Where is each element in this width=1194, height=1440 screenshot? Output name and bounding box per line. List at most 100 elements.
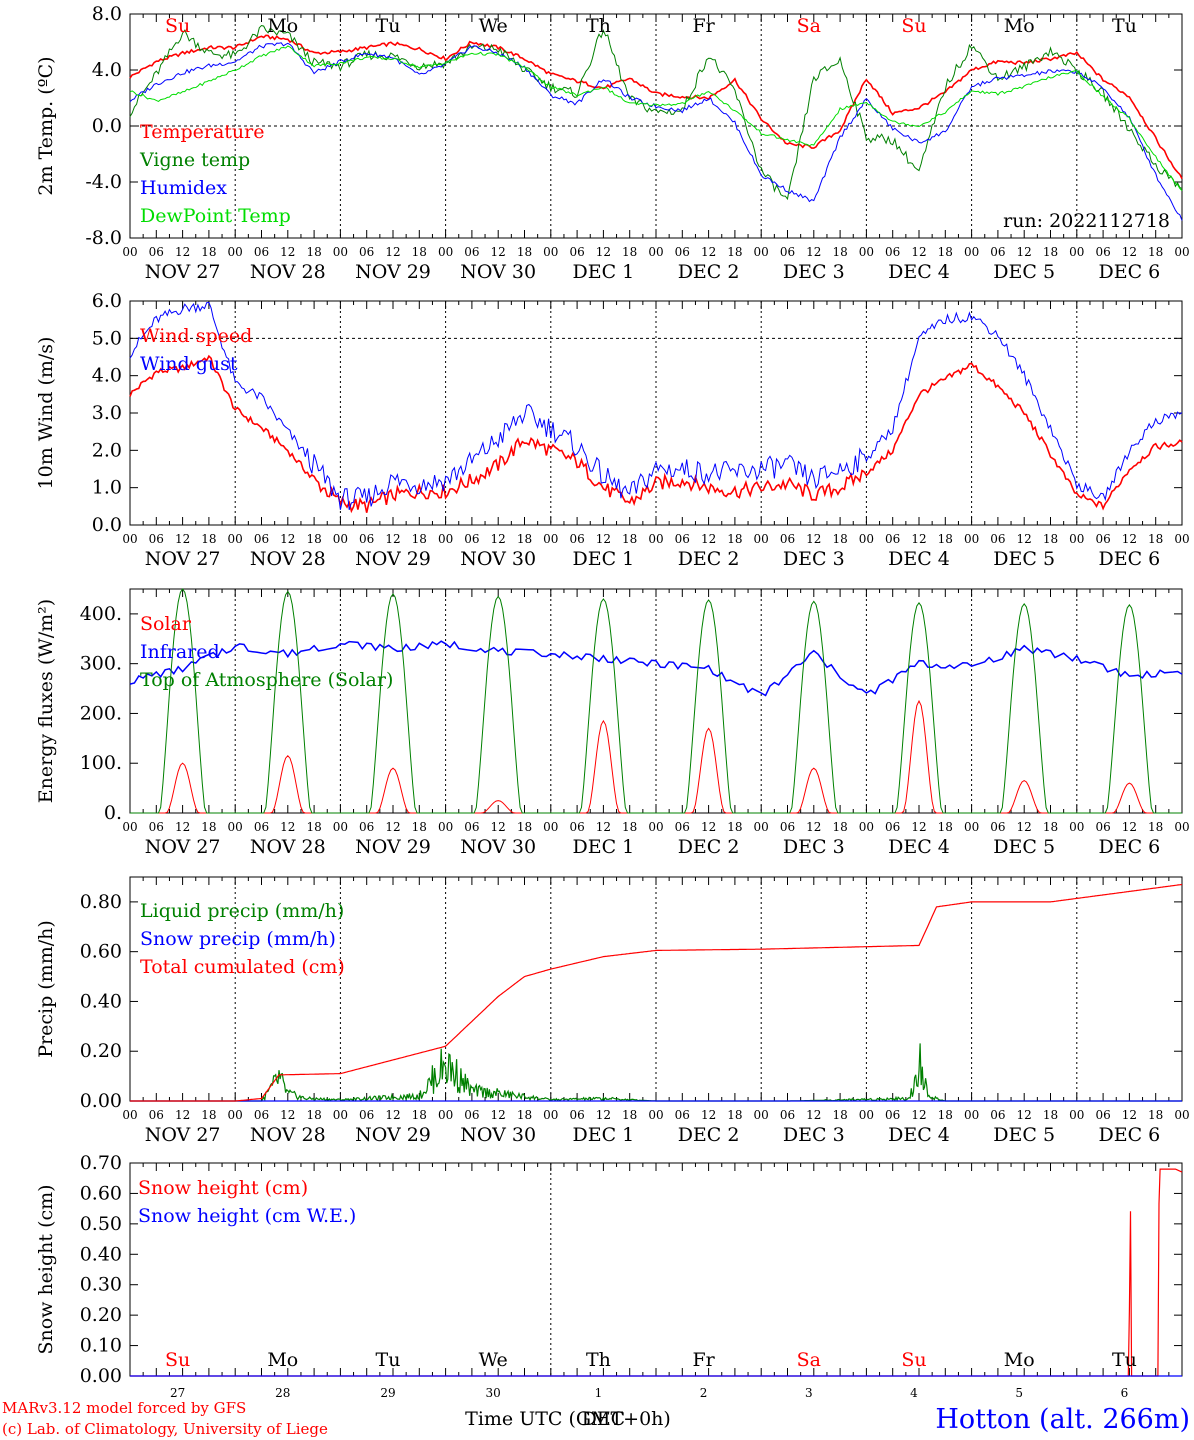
legend-entry: Snow height (cm W.E.) bbox=[138, 1205, 356, 1227]
day-of-week-label: Sa bbox=[797, 15, 821, 37]
x-hour-label: 00 bbox=[964, 1108, 979, 1122]
y-tick-label: 0.00 bbox=[80, 1365, 122, 1387]
day-of-week-label: Th bbox=[586, 15, 611, 37]
x-date-label: DEC 2 bbox=[678, 1124, 740, 1146]
x-hour-label: 12 bbox=[175, 245, 190, 259]
x-hour-label: 00 bbox=[1069, 1108, 1084, 1122]
x-hour-label: 18 bbox=[1043, 1108, 1058, 1122]
x-hour-label: 12 bbox=[385, 532, 400, 546]
day-of-week-label: Tu bbox=[1112, 1349, 1137, 1371]
x-hour-label: 00 bbox=[333, 820, 348, 834]
day-number-label: 5 bbox=[1015, 1386, 1023, 1400]
x-hour-label: 18 bbox=[1148, 820, 1163, 834]
x-hour-label: 18 bbox=[306, 820, 321, 834]
x-hour-label: 12 bbox=[1122, 532, 1137, 546]
x-hour-label: 00 bbox=[228, 532, 243, 546]
panel-4: 0.80 0.60 0.40 0.20 0.00 Precip (mm/h) 00 06 12 1… bbox=[35, 876, 1190, 1146]
x-hour-label: 06 bbox=[149, 245, 164, 259]
x-hour-label: 06 bbox=[990, 1108, 1005, 1122]
day-of-week-label: Fr bbox=[692, 15, 715, 37]
x-hour-label: 12 bbox=[911, 1108, 926, 1122]
x-hour-label: 00 bbox=[859, 245, 874, 259]
x-hour-label: 00 bbox=[438, 532, 453, 546]
y-tick-label: 8.0 bbox=[92, 3, 122, 25]
x-hour-label: 12 bbox=[911, 820, 926, 834]
x-hour-label: 00 bbox=[1174, 245, 1189, 259]
x-hour-label: 18 bbox=[1148, 532, 1163, 546]
x-hour-label: 06 bbox=[675, 532, 690, 546]
series-line-wind-gust bbox=[129, 301, 1183, 510]
series-line-top-of-atmosphere-solar- bbox=[130, 588, 1182, 814]
x-date-label: DEC 2 bbox=[678, 548, 740, 570]
x-hour-label: 00 bbox=[543, 245, 558, 259]
day-of-week-label: Su bbox=[901, 15, 926, 37]
y-tick-label: 0.40 bbox=[80, 1243, 122, 1265]
x-hour-label: 18 bbox=[727, 245, 742, 259]
x-hour-label: 00 bbox=[1174, 532, 1189, 546]
day-of-week-label: Mo bbox=[1004, 15, 1035, 37]
series-line-humidex bbox=[129, 42, 1183, 221]
x-hour-label: 06 bbox=[885, 820, 900, 834]
x-hour-label: 06 bbox=[254, 532, 269, 546]
x-hour-label: 00 bbox=[648, 820, 663, 834]
x-hour-label: 12 bbox=[806, 820, 821, 834]
x-hour-label: 12 bbox=[280, 245, 295, 259]
x-hour-label: 12 bbox=[806, 1108, 821, 1122]
x-hour-label: 06 bbox=[569, 245, 584, 259]
x-hour-label: 00 bbox=[228, 1108, 243, 1122]
x-hour-label: 00 bbox=[228, 245, 243, 259]
legend-entry: Wind gust bbox=[140, 353, 238, 375]
x-hour-label: 12 bbox=[911, 532, 926, 546]
x-hour-label: 06 bbox=[464, 532, 479, 546]
x-hour-label: 00 bbox=[438, 245, 453, 259]
panel-3: 400. 300. 200. 100. 0. Energy fluxes (W/m²) 00… bbox=[35, 588, 1190, 858]
x-hour-label: 18 bbox=[412, 1108, 427, 1122]
x-date-label: DEC 6 bbox=[1099, 836, 1161, 858]
x-hour-label: 12 bbox=[385, 1108, 400, 1122]
x-hour-label: 18 bbox=[727, 532, 742, 546]
x-hour-label: 12 bbox=[701, 820, 716, 834]
x-hour-label: 00 bbox=[754, 532, 769, 546]
x-hour-label: 12 bbox=[911, 245, 926, 259]
x-date-label: DEC 6 bbox=[1099, 261, 1161, 283]
x-hour-label: 06 bbox=[1095, 532, 1110, 546]
x-hour-label: 12 bbox=[596, 820, 611, 834]
day-of-week-label: Su bbox=[901, 1349, 926, 1371]
x-date-label: DEC 1 bbox=[573, 836, 635, 858]
y-tick-label: 3.0 bbox=[92, 402, 122, 424]
y-axis-title: Precip (mm/h) bbox=[35, 920, 57, 1058]
y-tick-label: 0.80 bbox=[80, 891, 122, 913]
x-hour-label: 00 bbox=[1174, 1108, 1189, 1122]
day-of-week-label: Fr bbox=[692, 1349, 715, 1371]
day-number-label: 1 bbox=[595, 1386, 603, 1400]
x-hour-label: 18 bbox=[412, 820, 427, 834]
x-hour-label: 00 bbox=[1174, 820, 1189, 834]
x-date-label: DEC 6 bbox=[1099, 1124, 1161, 1146]
x-hour-label: 18 bbox=[1148, 1108, 1163, 1122]
x-hour-label: 00 bbox=[1069, 532, 1084, 546]
x-hour-label: 18 bbox=[832, 1108, 847, 1122]
x-hour-label: 06 bbox=[885, 1108, 900, 1122]
x-hour-label: 12 bbox=[1017, 820, 1032, 834]
x-hour-label: 12 bbox=[596, 532, 611, 546]
legend-entry: Solar bbox=[140, 613, 192, 635]
x-hour-label: 12 bbox=[806, 532, 821, 546]
x-hour-label: 06 bbox=[990, 532, 1005, 546]
y-tick-label: 0.20 bbox=[80, 1040, 122, 1062]
x-hour-label: 12 bbox=[596, 1108, 611, 1122]
x-hour-label: 12 bbox=[175, 820, 190, 834]
x-hour-label: 18 bbox=[832, 532, 847, 546]
x-hour-label: 18 bbox=[1043, 532, 1058, 546]
x-hour-label: 18 bbox=[517, 532, 532, 546]
x-date-label: NOV 29 bbox=[355, 261, 431, 283]
day-of-week-label: Su bbox=[165, 1349, 190, 1371]
x-hour-label: 18 bbox=[938, 820, 953, 834]
x-hour-label: 18 bbox=[622, 1108, 637, 1122]
legend-entry: Humidex bbox=[140, 177, 227, 199]
x-date-label: DEC 2 bbox=[678, 836, 740, 858]
x-hour-label: 06 bbox=[359, 820, 374, 834]
x-date-label: DEC 4 bbox=[888, 548, 950, 570]
x-hour-label: 12 bbox=[1017, 532, 1032, 546]
x-hour-label: 00 bbox=[1069, 245, 1084, 259]
x-hour-label: 06 bbox=[675, 1108, 690, 1122]
